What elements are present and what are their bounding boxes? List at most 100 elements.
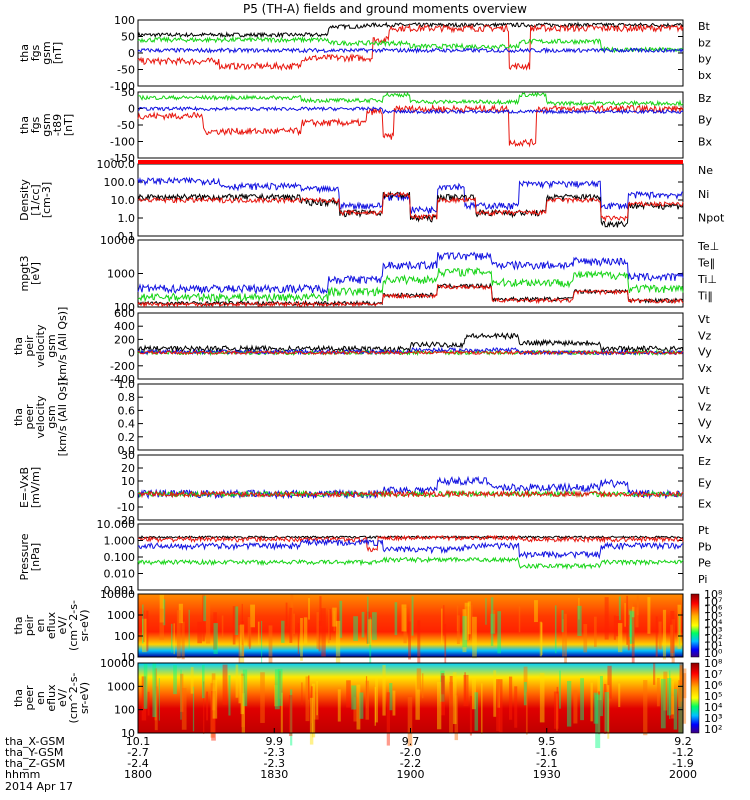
spectrogram-streak <box>202 665 205 699</box>
spectrogram-streak <box>444 624 447 668</box>
spectrogram-streak <box>143 663 148 709</box>
spectrogram-streak <box>146 610 149 652</box>
y-tick-label: 100 <box>114 14 135 27</box>
spectrogram-streak <box>310 686 313 724</box>
colorbar-tick: 10⁷ <box>704 668 722 681</box>
spectrogram-streak <box>365 680 369 720</box>
y-tick-label: 0.6 <box>118 404 136 417</box>
spectrogram-streak <box>353 697 358 722</box>
spectrogram-streak <box>154 668 158 721</box>
spectrogram-streak <box>316 612 319 649</box>
spectrogram-streak <box>523 681 527 706</box>
spectrogram-streak <box>677 604 682 649</box>
spectrogram-streak <box>301 682 303 706</box>
spectrogram-streak <box>556 686 559 721</box>
y-tick-label: 0 <box>128 347 135 360</box>
spectrogram-streak <box>635 607 639 628</box>
spectrogram-streak <box>603 683 607 734</box>
spectrogram-streak <box>539 621 543 657</box>
spectrogram-streak <box>613 615 616 640</box>
x-row-value: -2.0 <box>400 746 421 759</box>
spectrogram-streak <box>678 615 681 646</box>
y-axis-label: thafgsgsm-t89[nT] <box>18 113 75 136</box>
y-tick-label: -20 <box>117 514 135 527</box>
spectrogram-streak <box>257 621 260 645</box>
y-tick-label: 0.8 <box>118 391 136 404</box>
y-tick-label: 200 <box>114 333 135 346</box>
y-tick-label: 0.001 <box>104 584 136 597</box>
spectrogram-streak <box>583 623 588 653</box>
spectrogram-streak <box>559 670 561 709</box>
y-tick-label: 100.0 <box>104 176 136 189</box>
y-tick-label: 0 <box>128 103 135 116</box>
colorbar-tick: 10¹ <box>704 640 722 653</box>
y-tick-label: 10.0 <box>111 194 136 207</box>
spectrogram-streak <box>288 695 293 737</box>
spectrogram-streak <box>241 603 243 645</box>
x-row-value: 9.5 <box>538 735 556 748</box>
x-row-value: -1.6 <box>536 746 557 759</box>
spectrogram-streak <box>465 606 471 641</box>
spectrogram-streak <box>443 605 445 636</box>
spectrogram-streak <box>624 603 626 627</box>
spectrogram-streak <box>682 668 687 699</box>
colorbar-tick: 10² <box>704 723 722 736</box>
spectrogram-streak <box>234 606 239 636</box>
spectrogram-streak <box>541 622 543 655</box>
colorbar <box>690 662 700 734</box>
spectrogram-streak <box>463 674 469 707</box>
legend-Vt: Vt <box>698 384 711 397</box>
spectrogram-streak <box>628 611 632 640</box>
spectrogram-streak <box>472 616 477 659</box>
spectrogram-streak <box>626 595 629 645</box>
spectrogram-streak <box>523 666 528 696</box>
spectrogram-streak <box>313 693 319 720</box>
spectrogram-streak <box>232 606 236 645</box>
spectrogram-streak <box>386 692 390 746</box>
spectrogram-streak <box>241 693 246 734</box>
y-tick-label: 1000 <box>107 680 135 693</box>
spectrogram-streak <box>329 609 331 641</box>
series-Bz <box>137 103 684 148</box>
spectrogram-streak <box>456 615 460 644</box>
spectrogram-streak <box>332 607 337 627</box>
spectrogram-streak <box>618 596 621 621</box>
spectrogram-streak <box>154 686 158 731</box>
spectrogram-streak <box>440 670 445 702</box>
spectrogram-streak <box>416 668 422 690</box>
spectrogram-streak <box>554 605 557 654</box>
axes-frame <box>137 312 684 380</box>
x-row-label: tha_Y-GSM <box>5 746 63 759</box>
spectrogram-streak <box>305 676 310 722</box>
spectrogram-streak <box>401 604 407 632</box>
y-tick-label: -150 <box>110 152 135 165</box>
axes-frame <box>137 523 684 591</box>
spectrogram-streak <box>353 616 359 641</box>
legend-Bz: Bz <box>698 92 712 105</box>
y-tick-label: 0.100 <box>104 551 136 564</box>
spectrogram-streak <box>656 677 660 707</box>
spectrogram-streak <box>566 680 572 727</box>
spectrogram-streak <box>285 602 288 627</box>
series-Bx <box>137 105 684 115</box>
spectrogram-streak <box>454 695 459 741</box>
x-row-value: 9.7 <box>402 735 420 748</box>
legend-Vz: Vz <box>698 329 712 342</box>
y-axis-label: thapeirenefluxeV/(cm^2-s-sr-eV) <box>12 600 91 651</box>
y-axis-label: thapeervelocitygsm[km/s (All Qs)] <box>12 378 69 457</box>
spectrogram-streak <box>158 678 160 721</box>
spectrogram-streak <box>670 624 673 659</box>
spectrogram-streak <box>242 669 248 707</box>
spectrogram-peir_en <box>138 594 683 657</box>
legend-bx: bx <box>698 69 712 82</box>
spectrogram-streak <box>671 619 675 667</box>
colorbar-tick: 10³ <box>704 625 722 638</box>
x-row-value: 1900 <box>397 768 425 781</box>
colorbar-tick: 10⁴ <box>704 618 723 631</box>
spectrogram-streak <box>206 600 211 644</box>
spectrogram-streak <box>159 608 165 640</box>
x-row-label: tha_Z-GSM <box>5 757 65 770</box>
y-axis-label: E=-VxB[mV/m] <box>18 467 42 508</box>
spectrogram-streak <box>152 663 157 718</box>
